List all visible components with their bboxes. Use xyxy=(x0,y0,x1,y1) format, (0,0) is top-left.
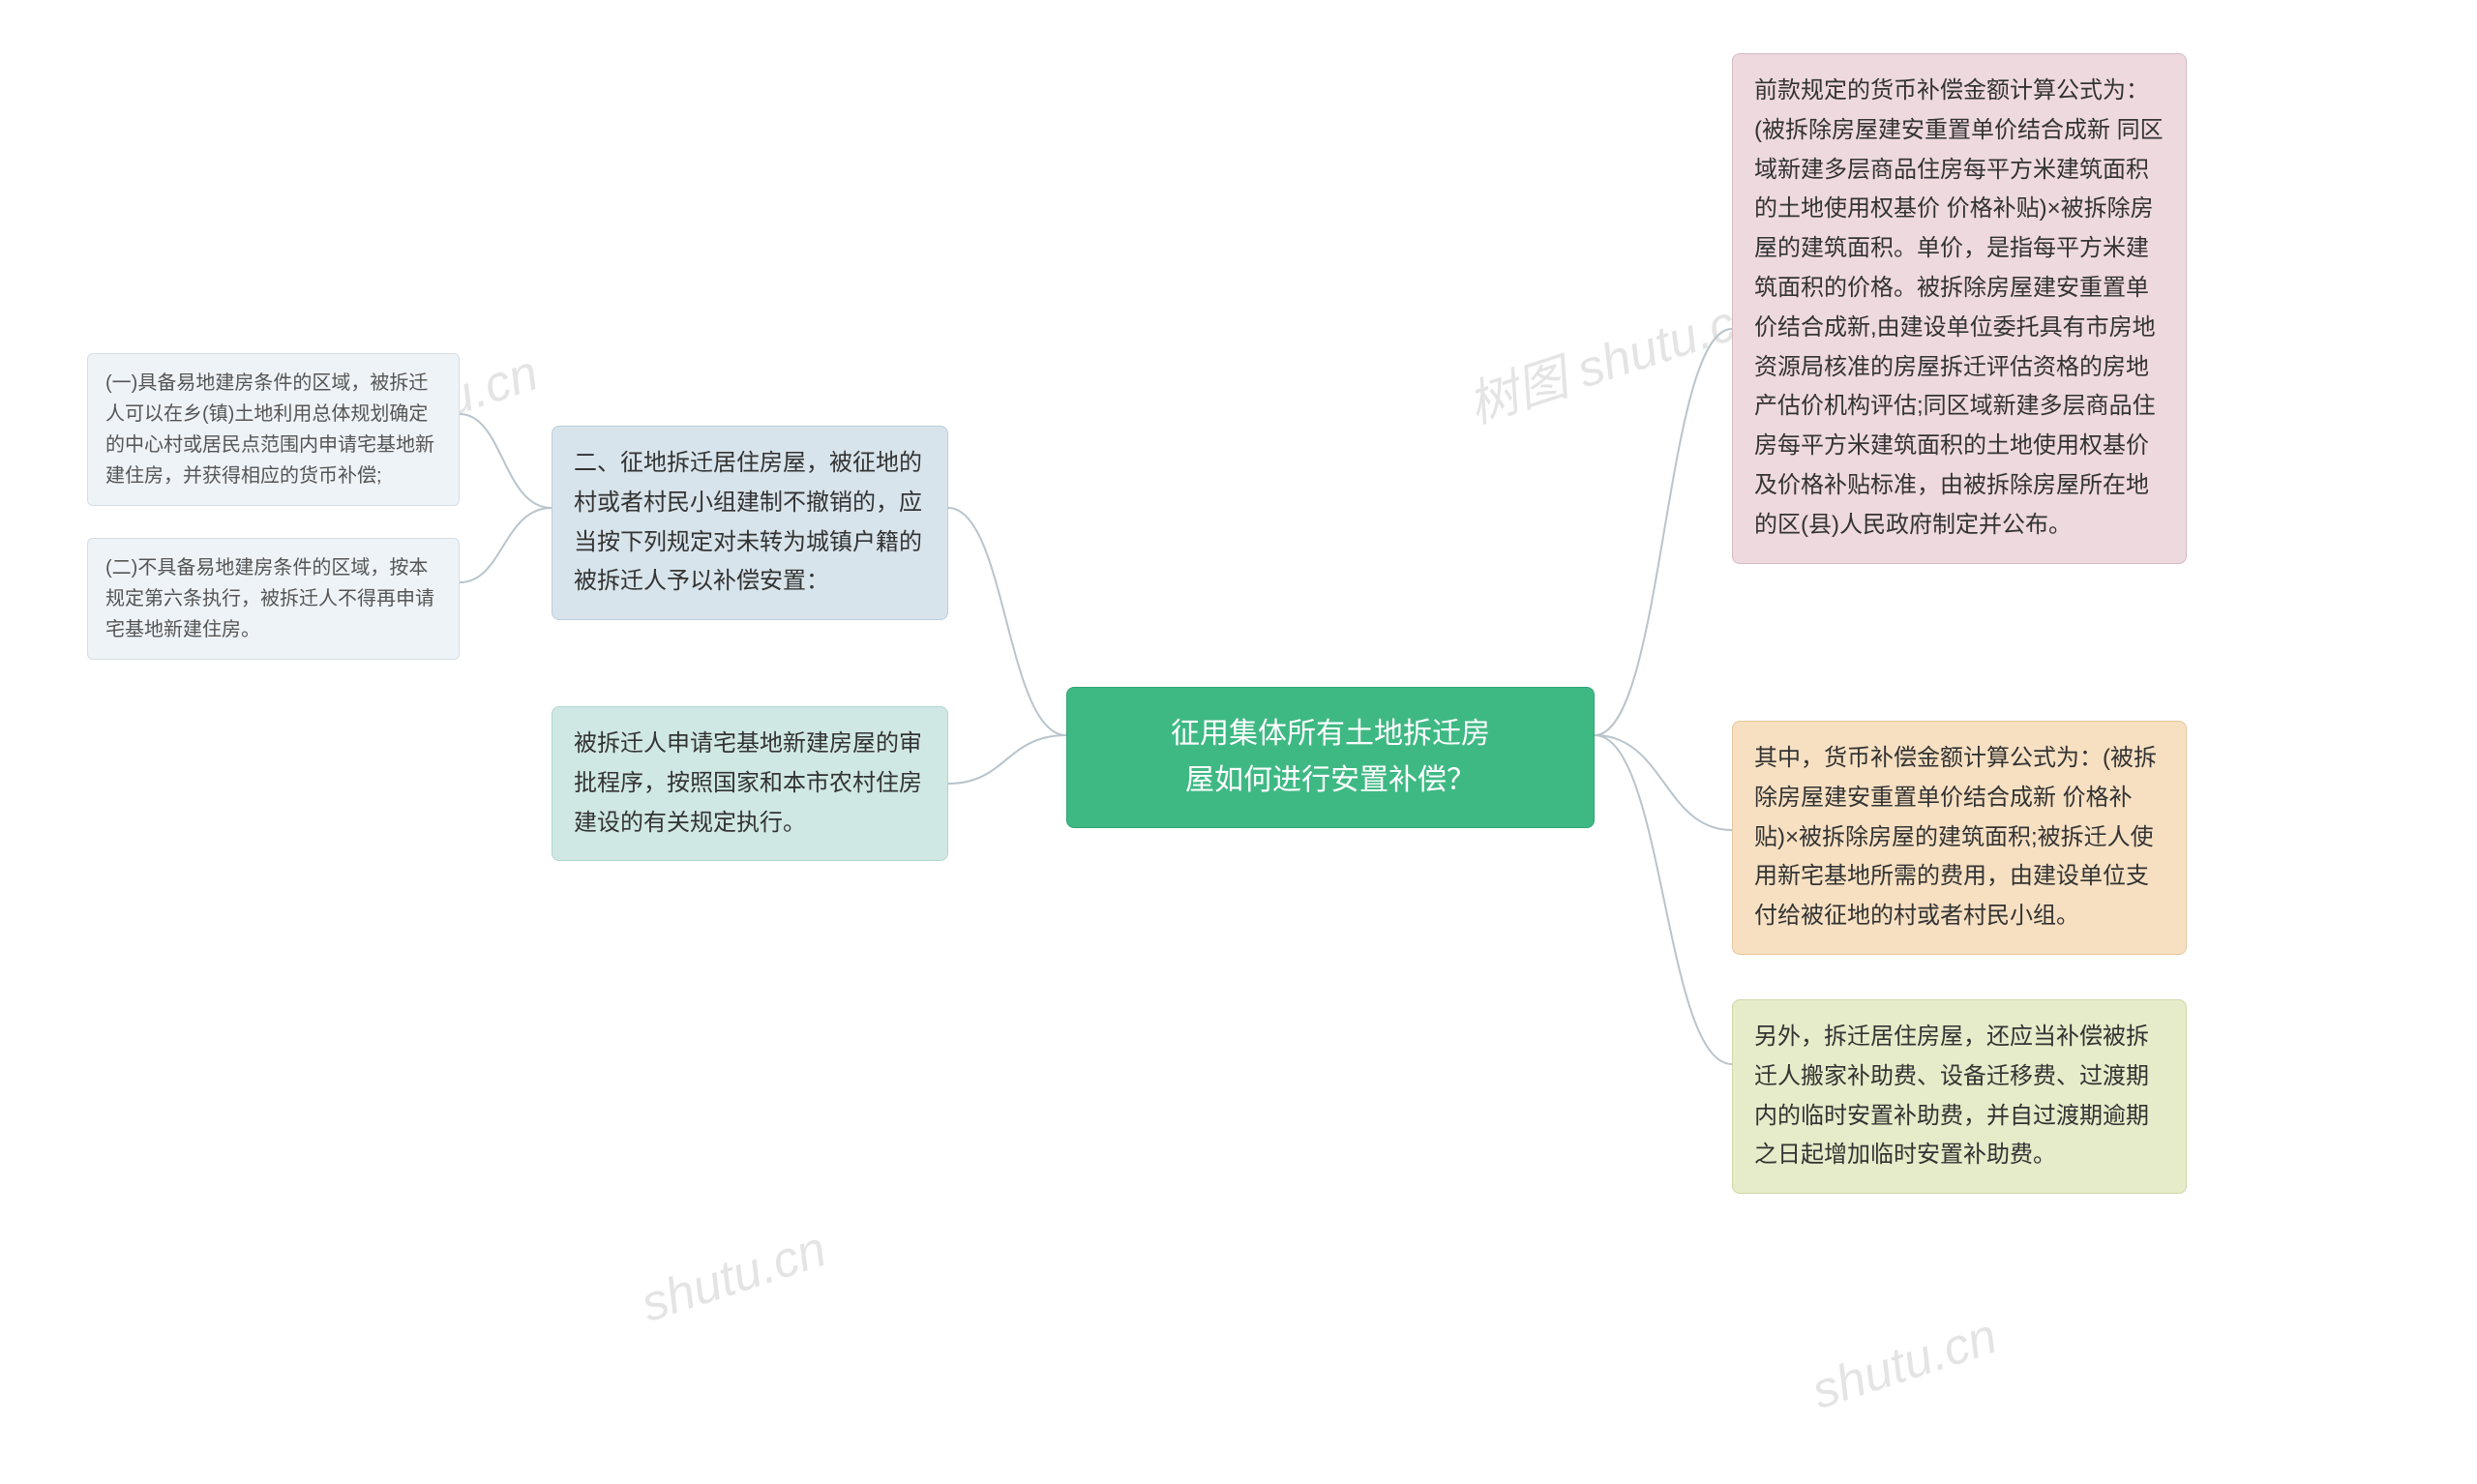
node-sub-1[interactable]: (一)具备易地建房条件的区域，被拆迁人可以在乡(镇)土地利用总体规划确定的中心村… xyxy=(87,353,460,506)
watermark: 树图 shutu.cn xyxy=(1457,274,1770,437)
node-right-3-additional[interactable]: 另外，拆迁居住房屋，还应当补偿被拆迁人搬家补助费、设备迁移费、过渡期内的临时安置… xyxy=(1732,999,2187,1194)
node-right-2-formula-short[interactable]: 其中，货币补偿金额计算公式为：(被拆除房屋建安重置单价结合成新 价格补贴)×被拆… xyxy=(1732,721,2187,955)
node-left-bottom-approval[interactable]: 被拆迁人申请宅基地新建房屋的审批程序，按照国家和本市农村住房建设的有关规定执行。 xyxy=(552,706,948,861)
node-right-1-formula-detail[interactable]: 前款规定的货币补偿金额计算公式为：(被拆除房屋建安重置单价结合成新 同区域新建多… xyxy=(1732,53,2187,564)
watermark: shutu.cn xyxy=(635,1220,833,1334)
node-sub-2[interactable]: (二)不具备易地建房条件的区域，按本规定第六条执行，被拆迁人不得再申请宅基地新建… xyxy=(87,538,460,660)
watermark: shutu.cn xyxy=(1806,1307,2004,1421)
center-node[interactable]: 征用集体所有土地拆迁房屋如何进行安置补偿？ xyxy=(1066,687,1595,828)
node-left-top-rule2[interactable]: 二、征地拆迁居住房屋，被征地的村或者村民小组建制不撤销的，应当按下列规定对未转为… xyxy=(552,426,948,620)
